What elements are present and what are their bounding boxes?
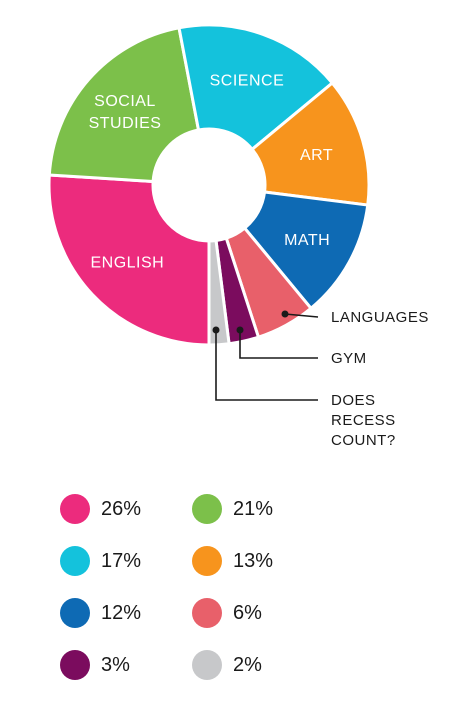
slice-label-art: ART [300,147,333,164]
callout-label-does-recess-count: DOES RECESS COUNT? [331,392,396,449]
callout-line [284,313,319,318]
legend-item: 17% [60,541,141,581]
slice-label-social-studies: SOCIAL STUDIES [89,93,162,132]
legend-value: 2% [233,653,262,676]
legend-swatch [192,494,222,524]
legend-swatch [60,546,90,576]
legend-value: 3% [101,653,130,676]
slice-art [250,81,371,207]
slice-label-english: ENGLISH [90,255,164,272]
legend-swatch [192,650,222,680]
callout-label-languages: LANGUAGES [331,309,429,326]
legend-value: 17% [101,549,142,572]
slice-math [243,190,370,310]
donut-chart: ENGLISH SOCIAL STUDIES SCIENCE ART MATH LANGU… [47,23,429,449]
legend-value: 6% [233,601,262,624]
legend-swatch [60,650,90,680]
legend-item: 2% [192,645,262,685]
legend-swatch [60,598,90,628]
legend-value: 26% [101,497,142,520]
legend-value: 13% [233,549,274,572]
slice-english [47,173,211,347]
legend-item: 6% [192,593,262,633]
legend-swatch [192,546,222,576]
slice-label-math: MATH [284,232,330,249]
legend-item: 13% [192,541,273,581]
legend-value: 12% [101,601,142,624]
slice-science [177,23,334,151]
legend-item: 3% [60,645,130,685]
legend-item: 12% [60,593,141,633]
legend-swatch [60,494,90,524]
callout-label-gym: GYM [331,350,367,367]
legend-value: 21% [233,497,274,520]
slice-label-science: SCIENCE [210,73,285,90]
slice-does-recess-count [207,239,231,347]
legend-item: 26% [60,489,141,529]
legend-item: 21% [192,489,273,529]
slice-social-studies [47,26,201,183]
callout-line [215,330,318,401]
callout-line [239,330,318,359]
legend-swatch [192,598,222,628]
